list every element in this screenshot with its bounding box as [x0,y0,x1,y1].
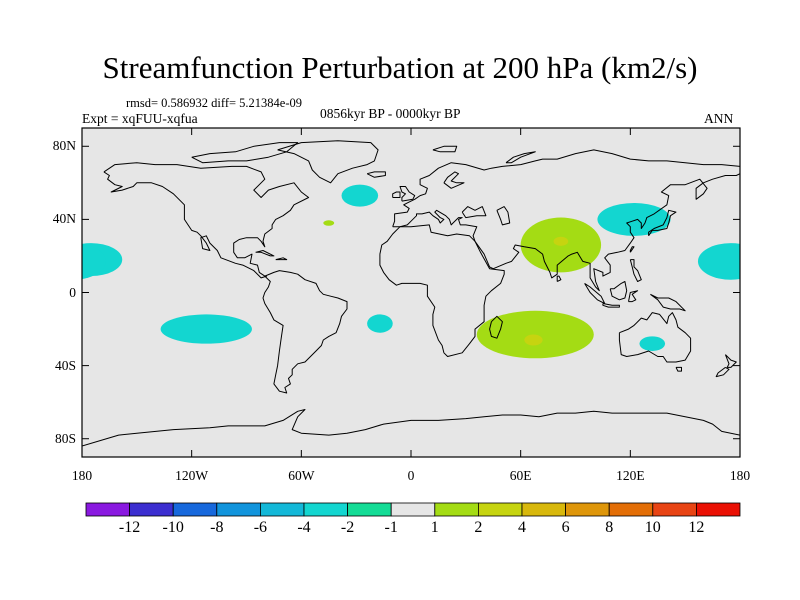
coastline-philippines [629,259,642,282]
coastline-australia [618,312,692,363]
colorbar-swatch [172,502,218,517]
coastline-sri-lanka [556,275,562,282]
coastline-arctic-islands [191,142,299,164]
coastline-new-guinea [650,293,686,312]
coastline-britain [399,186,416,202]
colorbar-swatch [652,502,697,517]
colorbar-label: -8 [210,519,224,536]
coastline-new-zealand [724,354,737,368]
anomaly-south-asia-core [553,236,569,246]
stats-label: rmsd= 0.586932 diff= 5.21384e-09 [126,96,303,110]
y-tick-label: 40S [54,357,76,373]
coastline-tasmania [675,366,682,372]
coastline-sulawesi [628,290,639,303]
coastline-svalbard [432,145,458,153]
colorbar-label: 6 [561,519,570,536]
coastline-cuba [255,250,275,257]
x-tick-label: 120W [175,468,209,483]
anomaly-west-pacific-wrap [82,243,106,279]
colorbar-label: 12 [688,519,705,536]
coastline-madagascar [489,315,503,339]
colorbar-swatch [390,502,436,517]
coastline-caspian-sea [496,206,511,226]
coastline-south-america [262,270,348,394]
x-tick-label: 60E [509,468,532,483]
anomaly-east-asia [597,202,671,236]
colorbar-swatch [434,502,479,517]
colorbar-label: 4 [518,519,526,536]
colorbar-label: -12 [118,519,141,536]
x-tick-label: 180 [71,468,93,483]
colorbar-swatch [608,502,654,517]
colorbar-swatch [696,502,741,517]
y-tick-label: 80S [54,430,76,446]
x-tick-label: 60W [288,468,315,483]
anomaly-natl-north [341,184,379,207]
coastline-new-zealand-south [715,366,730,378]
coastline-taiwan [629,246,635,253]
colorbar-swatch [477,502,523,517]
colorbar-label: -6 [253,519,268,536]
colorbar-label: -10 [162,519,184,536]
anomaly-spac [160,314,252,344]
anomaly-west-pacific [697,243,740,280]
coastline-scandinavia-gulf [443,171,465,189]
coastline-africa [379,224,505,357]
colorbar-label: -4 [297,519,311,536]
colorbar-swatch [85,502,130,517]
season-label: ANN [704,111,734,126]
y-tick-label: 40N [52,211,76,227]
colorbar-swatch [347,502,392,517]
coastline-java [602,303,620,308]
anomaly-indian-ocean [476,310,594,359]
colorbar-label: 1 [430,519,439,536]
coastline-japan [648,209,677,237]
coastline-greenland [277,140,379,184]
colorbar-label: 8 [605,519,614,536]
y-tick-label: 0 [69,284,76,300]
coastline-eurasia [392,149,740,292]
coastline-black-sea [461,206,487,219]
colorbar-swatch [565,502,610,517]
x-tick-label: 120E [616,468,645,483]
coastline-hispaniola [275,257,288,261]
coastline-novaya-zemlya [505,151,536,164]
anomaly-australia [639,336,666,351]
colorbar-label: 2 [474,519,483,536]
period-label: 0856kyr BP - 0000kyr BP [320,106,461,121]
anomaly-natl-small [323,220,335,226]
colorbar-swatch [259,502,305,517]
colorbar-label: 10 [644,519,661,536]
colorbar-label: -2 [340,519,355,536]
experiment-label: Expt = xqFUU-xqfua [82,111,198,126]
x-tick-label: 180 [729,468,751,483]
colorbar-label: -1 [384,519,398,536]
coastline-ireland [392,191,401,198]
coastline-north-america [103,162,310,279]
anomaly-satl [367,314,393,333]
chart-title: Streamfunction Perturbation at 200 hPa (… [102,50,698,85]
anomaly-indian-ocean-core [524,334,543,346]
colorbar-swatch [521,502,566,517]
coastline-iceland [366,171,386,178]
colorbar-swatch [129,502,174,517]
plot-background [82,128,740,457]
coastline-borneo [609,281,628,301]
colorbar-swatch [216,502,261,517]
y-tick-label: 80N [52,138,76,154]
colorbar-swatch [303,502,348,517]
coastline-antarctica [82,409,740,457]
x-tick-label: 0 [407,468,415,483]
